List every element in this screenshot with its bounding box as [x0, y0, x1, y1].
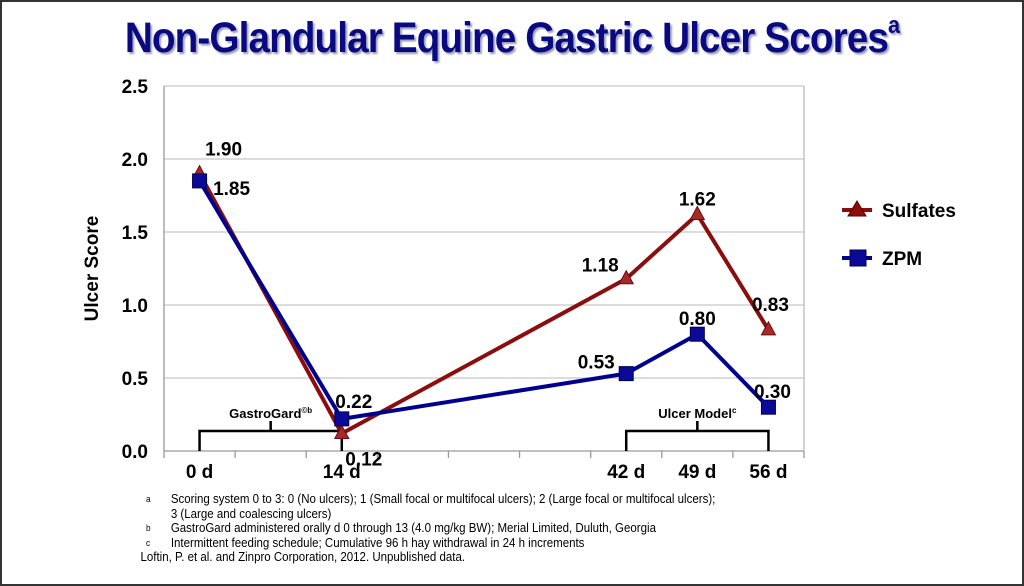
citation: Loftin, P. et al. and Zinpro Corporation… — [140, 550, 466, 564]
square-marker — [618, 366, 634, 382]
legend-label: ZPM — [882, 249, 922, 270]
data-label: 1.85 — [213, 179, 250, 200]
footnotes: a Scoring system 0 to 3: 0 (No ulcers); 1… — [140, 492, 715, 565]
data-label: 0.22 — [335, 392, 372, 413]
footnote-text: 3 (Large and coalescing ulcers) — [170, 506, 332, 521]
y-tick-label: 1.0 — [122, 296, 148, 317]
x-tick-label: 49 d — [678, 462, 716, 483]
series-line-zpm — [197, 179, 770, 422]
data-label: 0.30 — [754, 382, 791, 403]
title-text: Non-Glandular Equine Gastric Ulcer Score… — [124, 14, 889, 62]
y-tick-label: 2.5 — [122, 77, 149, 98]
x-tick-label: 14 d — [323, 462, 361, 483]
triangle-marker — [333, 424, 350, 439]
bracket — [198, 421, 344, 451]
triangle-marker — [689, 205, 706, 220]
square-marker — [689, 326, 705, 342]
footnote-mark: c — [146, 537, 151, 548]
footnote-mark: a — [146, 494, 151, 504]
data-label: 1.62 — [679, 189, 716, 210]
bracket-label: GastroGard©b — [229, 406, 312, 421]
y-axis-title: Ulcer Score — [82, 216, 103, 322]
data-label: 1.90 — [205, 140, 242, 161]
data-label: 0.80 — [679, 309, 716, 330]
data-label: 0.83 — [752, 295, 789, 316]
footnote-b: b GastroGard administered orally d 0 thro… — [146, 521, 715, 536]
footnote-c: c Intermittent feeding schedule; Cumulati… — [146, 536, 715, 551]
legend-square-icon — [849, 249, 867, 267]
square-marker — [760, 399, 776, 415]
footnote-text: Scoring system 0 to 3: 0 (No ulcers); 1 … — [170, 492, 716, 506]
data-label: 1.18 — [582, 256, 619, 277]
y-tick-label: 2.0 — [122, 150, 148, 171]
slide-title: Non-Glandular Equine Gastric Ulcer Score… — [51, 12, 973, 63]
triangle-marker — [618, 269, 635, 285]
square-marker — [334, 411, 350, 427]
footnote-a: a Scoring system 0 to 3: 0 (No ulcers); 1… — [146, 492, 715, 521]
x-tick-label: 0 d — [186, 462, 213, 483]
bracket-label: Ulcer Modelc — [658, 406, 737, 421]
triangle-marker — [760, 320, 777, 336]
x-tick-label: 56 d — [749, 462, 787, 483]
footnote-text: GastroGard administered orally d 0 throu… — [170, 521, 656, 535]
legend-triangle-icon — [847, 200, 867, 217]
y-tick-label: 0.5 — [122, 369, 149, 390]
square-marker — [192, 173, 208, 189]
x-tick-label: 42 d — [607, 462, 645, 483]
footnote-text: Intermittent feeding schedule; Cumulativ… — [170, 535, 585, 550]
y-tick-label: 0.0 — [122, 442, 148, 463]
legend-label: Sulfates — [882, 201, 956, 222]
y-tick-label: 1.5 — [122, 223, 149, 244]
title-superscript: a — [888, 12, 900, 39]
bracket — [624, 421, 770, 451]
data-label: 0.53 — [578, 353, 615, 374]
footnote-mark: b — [146, 523, 151, 533]
data-label: 0.12 — [345, 449, 382, 470]
